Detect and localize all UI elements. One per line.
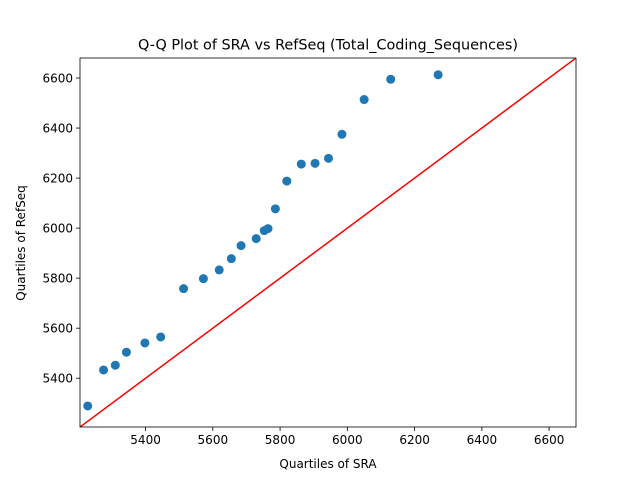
x-tick-label: 6200	[399, 433, 430, 447]
data-point	[251, 234, 261, 244]
x-tick-label: 6000	[332, 433, 363, 447]
y-tick-label: 6200	[42, 171, 73, 185]
x-tick-label: 6400	[467, 433, 498, 447]
data-point	[99, 365, 109, 375]
data-point	[337, 129, 347, 139]
data-point	[214, 265, 224, 275]
y-tick-label: 5800	[42, 271, 73, 285]
y-tick-label: 5400	[42, 372, 73, 386]
data-point	[110, 360, 120, 370]
data-point	[263, 224, 273, 234]
chart-title: Q-Q Plot of SRA vs RefSeq (Total_Coding_…	[138, 38, 518, 54]
x-tick-label: 5600	[198, 433, 229, 447]
y-axis: 5400 5600 5800 6000 6200 6400 6600	[42, 71, 80, 386]
data-point	[310, 158, 320, 168]
data-point	[156, 332, 166, 342]
y-axis-label: Quartiles of RefSeq	[14, 185, 28, 301]
reference-line	[80, 58, 576, 427]
x-tick-label: 5400	[130, 433, 161, 447]
y-tick-label: 6000	[42, 221, 73, 235]
x-axis-label: Quartiles of SRA	[279, 457, 377, 471]
data-point	[296, 159, 306, 169]
data-point	[270, 204, 280, 214]
data-point	[324, 153, 334, 163]
data-point	[282, 176, 292, 186]
axes-frame	[79, 57, 577, 428]
plot-area	[79, 57, 577, 428]
data-point	[236, 241, 246, 251]
data-point	[140, 338, 150, 348]
data-point	[433, 70, 443, 80]
y-tick-label: 5600	[42, 321, 73, 335]
data-point	[179, 284, 189, 294]
data-point	[121, 347, 131, 357]
data-point	[198, 274, 208, 284]
x-tick-label: 6600	[534, 433, 565, 447]
x-axis: 5400 5600 5800 6000 6200 6400 6600	[130, 427, 564, 447]
data-point	[83, 401, 93, 411]
data-point	[226, 254, 236, 264]
y-tick-label: 6600	[42, 71, 73, 85]
data-point	[359, 95, 369, 105]
y-tick-label: 6400	[42, 121, 73, 135]
data-point	[386, 74, 396, 84]
x-tick-label: 5800	[265, 433, 296, 447]
